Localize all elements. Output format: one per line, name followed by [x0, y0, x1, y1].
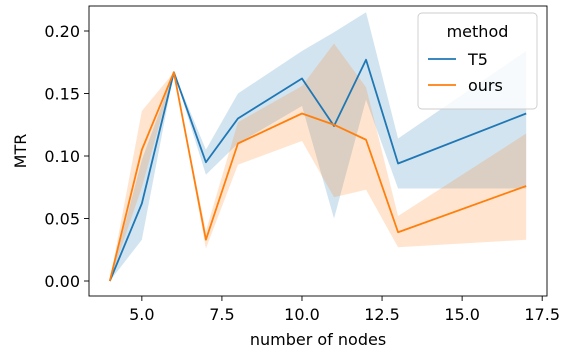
x-tick-label: 12.5	[364, 305, 400, 324]
y-tick-label: 0.10	[44, 147, 80, 166]
confidence-band-0	[109, 12, 527, 281]
y-tick-label: 0.15	[44, 85, 80, 104]
legend-label-0: T5	[467, 50, 488, 69]
legend-label-1: ours	[468, 76, 503, 95]
y-tick-label: 0.00	[44, 272, 80, 291]
series-line-1	[108, 71, 527, 282]
x-tick-label: 15.0	[444, 305, 480, 324]
y-tick-label: 0.05	[44, 210, 80, 229]
x-tick-label: 17.5	[524, 305, 560, 324]
y-axis-ticks: 0.00 0.05 0.10 0.15 0.20	[44, 22, 89, 291]
series-lines	[108, 58, 527, 282]
confidence-band-1	[109, 43, 527, 281]
plot-frame	[88, 5, 548, 297]
x-tick-label: 10.0	[284, 305, 320, 324]
legend: method T5 ours	[417, 12, 538, 110]
y-tick-label: 0.20	[44, 22, 80, 41]
y-axis-label: MTR	[11, 134, 30, 169]
x-axis-label: number of nodes	[250, 330, 386, 349]
series-line-0	[108, 58, 527, 282]
legend-entries: T5 ours	[428, 50, 503, 95]
legend-title: method	[447, 22, 509, 41]
confidence-bands	[109, 12, 527, 281]
x-axis-ticks: 5.0 7.5 10.0 12.5 15.0 17.5	[129, 296, 560, 324]
x-tick-label: 5.0	[129, 305, 154, 324]
x-tick-label: 7.5	[209, 305, 234, 324]
axes	[88, 5, 548, 297]
